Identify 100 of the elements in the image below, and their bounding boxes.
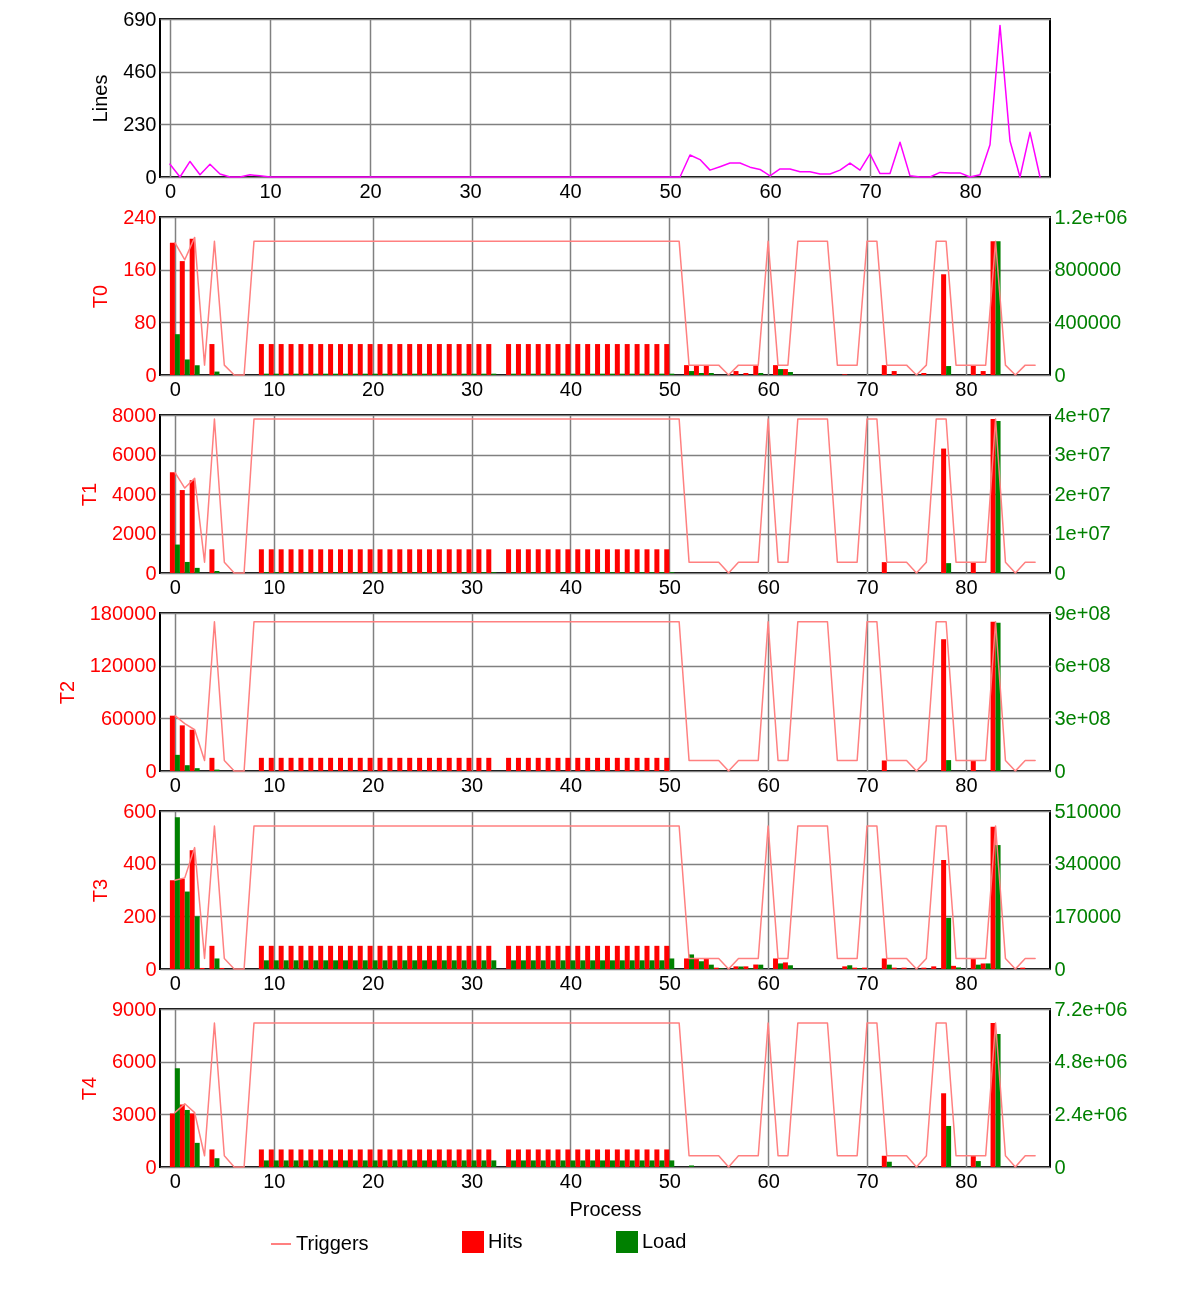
bar xyxy=(426,1149,432,1167)
bar xyxy=(634,549,640,573)
bar xyxy=(946,563,952,573)
bar xyxy=(664,945,670,969)
x-tick-label: 30 xyxy=(460,971,484,994)
y2-tick-label: 3e+07 xyxy=(1054,443,1111,465)
x-tick-label: 10 xyxy=(259,179,282,202)
x-tick-label: 30 xyxy=(460,575,484,598)
bar xyxy=(426,549,432,573)
bar xyxy=(654,549,660,573)
bar xyxy=(426,757,432,771)
bar xyxy=(318,549,324,573)
bar xyxy=(347,757,353,771)
x-tick-label: 20 xyxy=(359,179,382,202)
x-tick-label: 70 xyxy=(856,1169,879,1192)
x-tick-label: 60 xyxy=(757,377,780,400)
bar xyxy=(634,344,640,375)
bar xyxy=(298,1149,304,1167)
bar xyxy=(515,757,521,771)
bar xyxy=(486,549,492,573)
bar xyxy=(278,945,284,969)
bar xyxy=(466,344,472,375)
bar xyxy=(436,1149,442,1167)
bar xyxy=(258,757,264,771)
x-tick-label: 40 xyxy=(559,575,583,598)
x-tick-label: 40 xyxy=(559,971,583,994)
y-axis-title: T3 xyxy=(89,878,112,903)
bar xyxy=(525,344,531,375)
bar xyxy=(308,344,314,375)
x-tick-label: 70 xyxy=(859,179,882,202)
x-tick-label: 80 xyxy=(955,377,978,400)
x-tick-label: 40 xyxy=(559,377,583,400)
bar xyxy=(328,549,334,573)
x-tick-label: 70 xyxy=(856,377,879,400)
x-tick-label: 60 xyxy=(757,971,780,994)
bar xyxy=(367,945,373,969)
bar xyxy=(169,715,175,771)
bar xyxy=(179,725,185,771)
y-tick-label: 9000 xyxy=(112,997,157,1020)
bar xyxy=(970,958,976,969)
bar xyxy=(189,480,195,573)
y-tick-label: 60000 xyxy=(100,706,157,729)
x-tick-label: 50 xyxy=(658,575,681,598)
bar xyxy=(337,945,343,969)
bar xyxy=(189,729,195,771)
bar xyxy=(337,549,343,573)
bar xyxy=(565,1149,571,1167)
bar xyxy=(506,757,512,771)
y-tick-label: 400 xyxy=(123,852,157,875)
bar xyxy=(328,1149,334,1167)
x-tick-label: 0 xyxy=(169,377,181,400)
bar xyxy=(417,549,423,573)
bar xyxy=(417,945,423,969)
bar xyxy=(278,1149,284,1167)
y-tick-label: 4000 xyxy=(112,482,157,505)
x-tick-label: 40 xyxy=(559,179,582,202)
bar xyxy=(367,549,373,573)
bar xyxy=(644,757,650,771)
bar xyxy=(684,365,690,375)
y-tick-label: 3000 xyxy=(112,1102,157,1125)
bar xyxy=(946,760,952,771)
bar xyxy=(387,1149,393,1167)
bar xyxy=(565,945,571,969)
x-tick-label: 60 xyxy=(757,575,780,598)
bar xyxy=(585,344,591,375)
x-tick-label: 20 xyxy=(362,773,385,796)
x-tick-label: 10 xyxy=(263,377,286,400)
bar xyxy=(634,757,640,771)
bar xyxy=(664,1149,670,1167)
bar xyxy=(881,958,887,969)
bar xyxy=(525,945,531,969)
y2-tick-label: 2.4e+06 xyxy=(1054,1102,1128,1125)
bar xyxy=(189,238,195,375)
bar xyxy=(545,549,551,573)
x-tick-label: 20 xyxy=(362,1169,385,1192)
bar xyxy=(436,757,442,771)
bar xyxy=(644,1149,650,1167)
y-tick-label: 600 xyxy=(123,799,157,822)
bar xyxy=(426,344,432,375)
bar xyxy=(575,1149,581,1167)
y-tick-label: 460 xyxy=(123,60,157,83)
y2-tick-label: 4.8e+06 xyxy=(1054,1050,1128,1073)
bar xyxy=(595,549,601,573)
bar xyxy=(377,757,383,771)
bar xyxy=(654,945,660,969)
bar xyxy=(585,549,591,573)
x-tick-label: 10 xyxy=(263,575,286,598)
bar xyxy=(614,1149,620,1167)
line-series xyxy=(169,24,1041,178)
bar xyxy=(318,945,324,969)
bar xyxy=(446,549,452,573)
bar xyxy=(515,945,521,969)
bar xyxy=(417,1149,423,1167)
bar xyxy=(318,757,324,771)
bar xyxy=(446,945,452,969)
y-axis-title: T4 xyxy=(78,1076,101,1101)
bar xyxy=(298,344,304,375)
bar xyxy=(506,1149,512,1167)
bar xyxy=(980,371,986,375)
bar xyxy=(407,1149,413,1167)
